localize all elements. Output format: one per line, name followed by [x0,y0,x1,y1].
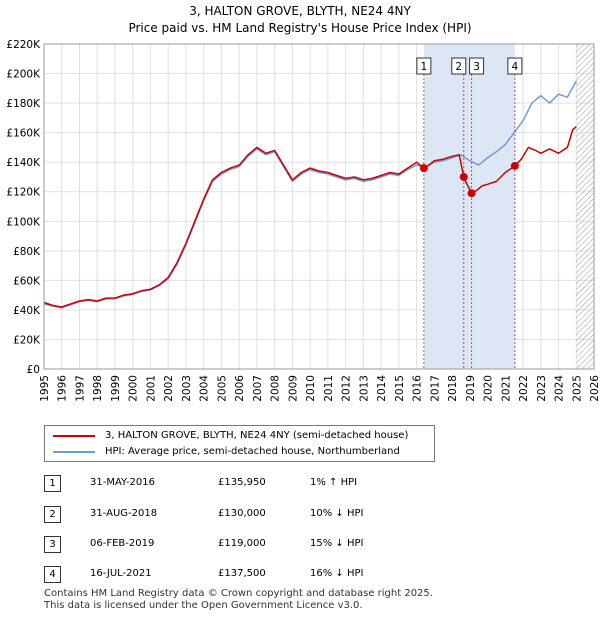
legend-swatch-property [53,435,95,437]
transaction-marker-label: 1 [421,61,428,73]
x-tick-label: 2012 [341,375,353,402]
transaction-price: £137,500 [218,568,266,579]
x-tick-label: 2007 [252,375,264,402]
x-tick-label: 2002 [163,375,175,402]
y-tick-label: £140K [6,157,41,169]
x-tick-label: 2008 [270,375,282,402]
transaction-date: 31-MAY-2016 [90,477,156,488]
x-tick-label: 1995 [39,375,51,402]
transaction-marker-box [451,57,467,75]
transaction-marker-label: 4 [512,61,519,73]
x-tick-label: 2009 [287,375,299,402]
transaction-point [419,164,428,173]
chart-subtitle: Price paid vs. HM Land Registry's House … [128,21,472,35]
chart-title: 3, HALTON GROVE, BLYTH, NE24 4NY [189,4,411,18]
transaction-badge: 1 [44,475,61,492]
legend-swatch-hpi [53,451,95,453]
y-tick-label: £100K [6,216,41,228]
transaction-marker-label: 3 [473,61,480,73]
hatched-region [576,44,594,369]
transaction-price: £119,000 [218,538,266,549]
x-tick-label: 2014 [376,375,388,402]
transaction-price: £135,950 [218,477,266,488]
transaction-row: 1 31-MAY-2016 £135,950 1% ↑ HPI [44,475,444,492]
y-tick-label: £20K [13,334,41,346]
x-tick-label: 2010 [305,375,317,402]
x-tick-label: 1999 [110,375,122,402]
legend-label-hpi: HPI: Average price, semi-detached house,… [105,446,400,457]
transaction-point [510,161,519,170]
x-tick-label: 2013 [358,375,370,402]
legend-label-property: 3, HALTON GROVE, BLYTH, NE24 4NY (semi-d… [105,430,409,441]
x-tick-label: 2005 [216,375,228,402]
x-tick-label: 2026 [589,375,600,402]
x-tick-label: 2020 [483,375,495,402]
transaction-row: 2 31-AUG-2018 £130,000 10% ↓ HPI [44,506,444,523]
y-tick-label: £180K [6,98,41,110]
footer-licence: This data is licensed under the Open Gov… [44,600,363,611]
x-tick-label: 2019 [465,375,477,402]
transaction-row: 4 16-JUL-2021 £137,500 16% ↓ HPI [44,566,444,583]
transaction-row: 3 06-FEB-2019 £119,000 15% ↓ HPI [44,536,444,553]
legend: 3, HALTON GROVE, BLYTH, NE24 4NY (semi-d… [44,425,435,462]
y-tick-label: £0 [27,364,40,376]
transaction-marker-box [416,57,432,75]
x-tick-label: 2015 [394,375,406,402]
y-tick-label: £200K [6,69,41,81]
x-tick-label: 2024 [554,375,566,402]
x-tick-label: 1997 [74,375,86,402]
transaction-price: £130,000 [218,508,266,519]
x-tick-label: 2001 [145,375,157,402]
transaction-marker-label: 2 [455,61,462,73]
transaction-marker-box [469,57,485,75]
transaction-hpi-diff: 15% ↓ HPI [310,538,364,549]
transaction-point [459,172,468,181]
x-tick-label: 2016 [412,375,424,402]
footer-copyright: Contains HM Land Registry data © Crown c… [44,588,433,599]
transaction-date: 06-FEB-2019 [90,538,155,549]
transaction-badge: 3 [44,536,61,553]
transaction-hpi-diff: 16% ↓ HPI [310,568,364,579]
transaction-date: 16-JUL-2021 [90,568,152,579]
footer: Contains HM Land Registry data © Crown c… [44,588,433,612]
x-tick-label: 2003 [181,375,193,402]
transaction-hpi-diff: 10% ↓ HPI [310,508,364,519]
transaction-badge: 2 [44,506,61,523]
x-tick-label: 2017 [429,375,441,402]
transaction-hpi-diff: 1% ↑ HPI [310,477,358,488]
plot-frame [43,43,595,370]
y-tick-label: £80K [13,246,41,258]
highlight-band [423,44,515,369]
y-tick-label: £120K [6,187,41,199]
property-price-line [43,126,577,308]
x-tick-label: 2022 [518,375,530,402]
transaction-marker-box [507,57,523,75]
x-tick-label: 2021 [500,375,512,402]
x-tick-label: 2000 [128,375,140,402]
y-tick-label: £160K [6,128,41,140]
transaction-date: 31-AUG-2018 [90,508,158,519]
x-tick-label: 2023 [536,375,548,402]
x-tick-label: 1996 [57,375,69,402]
x-tick-label: 2025 [571,375,583,402]
x-tick-label: 1998 [92,375,104,402]
transaction-badge: 4 [44,566,61,583]
x-tick-label: 2018 [447,375,459,402]
y-tick-label: £40K [13,305,41,317]
x-tick-label: 2004 [199,375,211,402]
x-tick-label: 2011 [323,375,335,402]
y-tick-label: £60K [13,275,41,287]
y-tick-label: £220K [6,39,41,51]
transaction-point [467,189,476,198]
x-tick-label: 2006 [234,375,246,402]
